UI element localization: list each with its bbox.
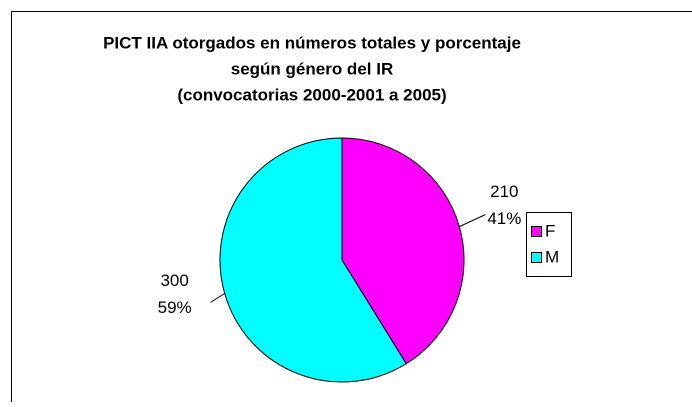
- chart-title: (convocatorias 2000-2001 a 2005): [177, 85, 446, 104]
- legend-swatch: [532, 227, 542, 237]
- data-label: 210: [490, 182, 518, 201]
- legend-label: F: [545, 221, 555, 240]
- data-label: 300: [160, 271, 188, 290]
- chart-title: PICT IIA otorgados en números totales y …: [103, 33, 521, 52]
- data-label: 41%: [487, 209, 521, 228]
- legend-label: M: [545, 247, 559, 266]
- data-label: 59%: [158, 298, 192, 317]
- chart-title: según género del IR: [231, 59, 393, 78]
- legend-swatch: [532, 253, 542, 263]
